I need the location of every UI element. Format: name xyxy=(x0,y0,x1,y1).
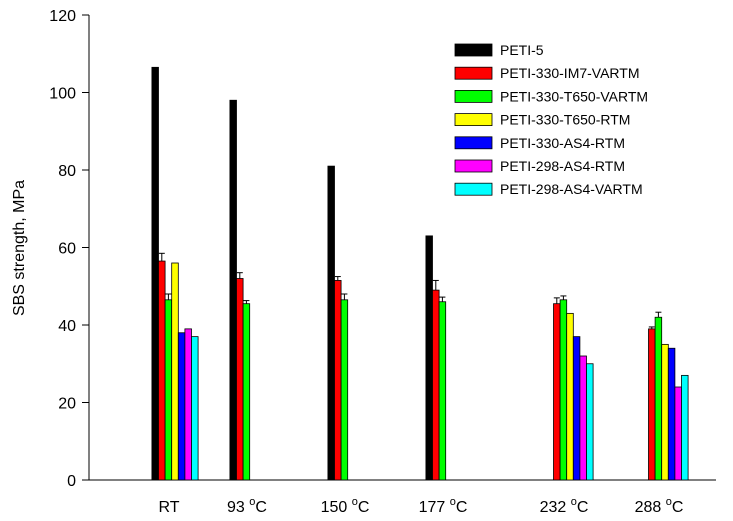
bar xyxy=(229,99,237,481)
bar xyxy=(559,299,568,481)
y-tick-label: 0 xyxy=(67,473,76,490)
x-tick-labels: RT 93 oC 150 oC 177 oC 232 oC 288 oC xyxy=(158,496,683,516)
bar xyxy=(654,316,663,481)
bar xyxy=(674,386,682,481)
y-tick-label: 60 xyxy=(58,241,76,258)
legend-label: PETI-298-AS4-RTM xyxy=(500,158,625,174)
y-axis-label: SBS strength, MPa xyxy=(11,180,28,316)
bar xyxy=(236,278,244,481)
bars xyxy=(151,66,689,481)
y-tick-label: 100 xyxy=(49,86,76,103)
legend-label: PETI-5 xyxy=(500,42,544,58)
legend-label: PETI-330-T650-RTM xyxy=(500,112,630,128)
legend-label: PETI-330-IM7-VARTM xyxy=(500,65,640,81)
bar xyxy=(553,303,561,481)
x-tick-label: 93 oC xyxy=(227,496,267,516)
y-tick-label: 20 xyxy=(58,396,76,413)
legend-label: PETI-298-AS4-VARTM xyxy=(500,181,643,197)
bar xyxy=(648,328,656,481)
x-tick-label: 150 oC xyxy=(321,496,370,516)
bar xyxy=(425,235,433,481)
legend-label: PETI-330-AS4-RTM xyxy=(500,135,625,151)
bar xyxy=(572,336,581,481)
bar xyxy=(340,299,349,481)
bar xyxy=(164,299,173,481)
x-tick-label: 232 oC xyxy=(540,496,589,516)
bar xyxy=(327,165,335,481)
y-tick-label: 120 xyxy=(49,8,76,25)
legend-swatch xyxy=(454,90,493,103)
y-tick-label: 40 xyxy=(58,318,76,335)
y-ticks: 0 20 40 60 80 100 120 xyxy=(49,8,89,490)
bar xyxy=(432,289,440,481)
legend-swatch xyxy=(454,66,493,80)
bar xyxy=(171,262,179,481)
bar xyxy=(184,328,192,481)
bar xyxy=(191,336,199,481)
legend-swatch xyxy=(454,136,493,150)
legend-swatch xyxy=(454,43,493,57)
bar xyxy=(681,374,689,481)
bar xyxy=(334,280,342,481)
legend-label: PETI-330-T650-VARTM xyxy=(500,88,648,104)
bar xyxy=(177,332,186,481)
bar xyxy=(661,343,669,481)
x-tick-label: 177 oC xyxy=(419,496,468,516)
bar xyxy=(438,301,447,481)
y-tick-label: 80 xyxy=(58,163,76,180)
bar xyxy=(586,363,594,481)
bar xyxy=(151,66,159,481)
bar xyxy=(667,347,676,481)
bar xyxy=(566,312,574,481)
bar xyxy=(579,355,587,481)
x-tick-label: 288 oC xyxy=(635,496,684,516)
legend-swatch xyxy=(454,159,493,173)
x-tick-label: RT xyxy=(158,499,179,516)
bar xyxy=(158,260,166,481)
bar xyxy=(242,303,251,481)
legend-swatch xyxy=(454,113,493,126)
legend: PETI-5 PETI-330-IM7-VARTM PETI-330-T650-VA… xyxy=(454,42,648,197)
legend-swatch xyxy=(454,182,493,196)
